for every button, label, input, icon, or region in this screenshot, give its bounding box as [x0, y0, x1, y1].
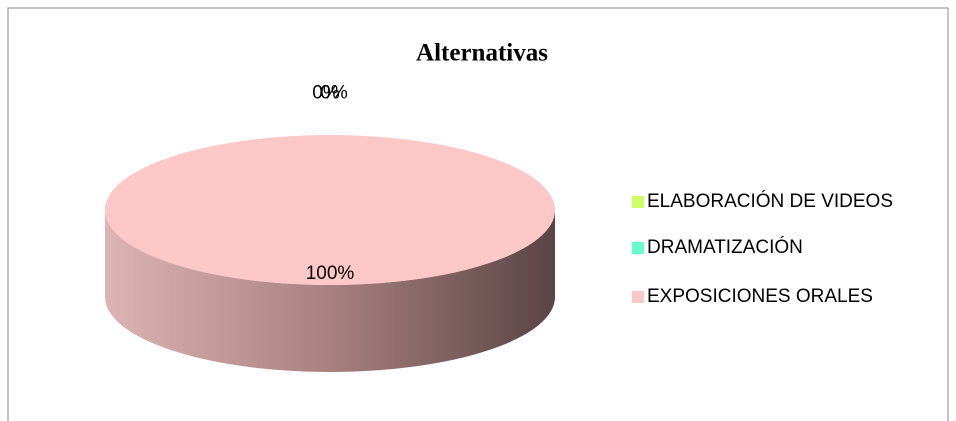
legend-swatch	[632, 196, 644, 208]
legend-label: ELABORACIÓN DE VIDEOS	[647, 190, 893, 212]
pie-slice	[105, 135, 555, 285]
data-label: 0%	[312, 82, 340, 103]
legend-label: EXPOSICIONES ORALES	[647, 286, 873, 307]
legend: ELABORACIÓN DE VIDEOS DRAMATIZACIÓN EXPOSI…	[632, 190, 893, 307]
pie: 0%0% 100%	[105, 82, 555, 372]
pie-side	[105, 210, 555, 372]
legend-swatch	[632, 291, 644, 303]
data-label: 100%	[306, 263, 355, 284]
data-label: 0%	[320, 82, 348, 103]
legend-label: DRAMATIZACIÓN	[647, 236, 803, 258]
chart-frame	[7, 7, 949, 421]
chart-title: Alternativas	[416, 40, 548, 67]
legend-swatch	[632, 242, 644, 254]
